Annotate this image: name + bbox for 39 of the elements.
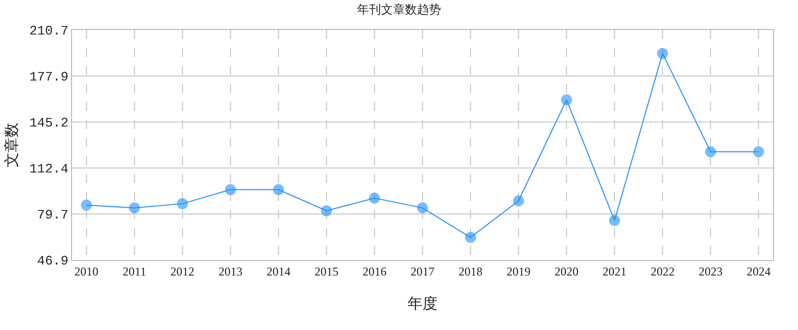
- y-tick-label: 210.7: [29, 24, 68, 39]
- chart-title: 年刊文章数趋势: [357, 2, 441, 16]
- point: [368, 192, 380, 204]
- x-tick-label: 2024: [746, 264, 771, 278]
- x-tick-label: 2020: [554, 264, 579, 278]
- x-tick-label: 2011: [122, 264, 146, 278]
- x-tick-label: 2016: [362, 264, 386, 278]
- x-tick-label: 2015: [314, 264, 338, 278]
- y-tick-label: 145.2: [29, 116, 68, 131]
- point: [753, 146, 764, 158]
- point: [272, 184, 284, 196]
- point: [513, 195, 524, 206]
- point: [609, 215, 620, 226]
- point: [657, 48, 668, 59]
- x-tick-label: 2019: [506, 264, 531, 278]
- point: [320, 205, 332, 216]
- x-tick-label: 2010: [74, 264, 98, 278]
- x-axis-title: 年度: [408, 295, 438, 312]
- point: [128, 202, 140, 214]
- x-tick-label: 2022: [650, 264, 675, 278]
- x-tick-label: 2018: [458, 264, 483, 278]
- x-tick-label: 2021: [602, 264, 627, 278]
- x-tick-label: 2017: [410, 264, 434, 278]
- point: [561, 94, 572, 106]
- point: [80, 200, 92, 211]
- x-tick-label: 2012: [170, 264, 194, 278]
- y-tick-label: 46.9: [37, 254, 68, 269]
- x-tick-label: 2013: [218, 264, 242, 278]
- y-axis-title: 文章数: [4, 122, 21, 168]
- point: [705, 146, 716, 158]
- y-tick-label: 177.9: [29, 70, 68, 85]
- point: [224, 184, 236, 196]
- point: [176, 198, 188, 210]
- point: [417, 202, 428, 214]
- y-tick-label: 112.4: [29, 162, 69, 177]
- y-tick-label: 79.7: [37, 207, 68, 222]
- x-tick-label: 2023: [698, 264, 723, 278]
- point: [465, 232, 476, 243]
- x-tick-label: 2014: [266, 264, 290, 278]
